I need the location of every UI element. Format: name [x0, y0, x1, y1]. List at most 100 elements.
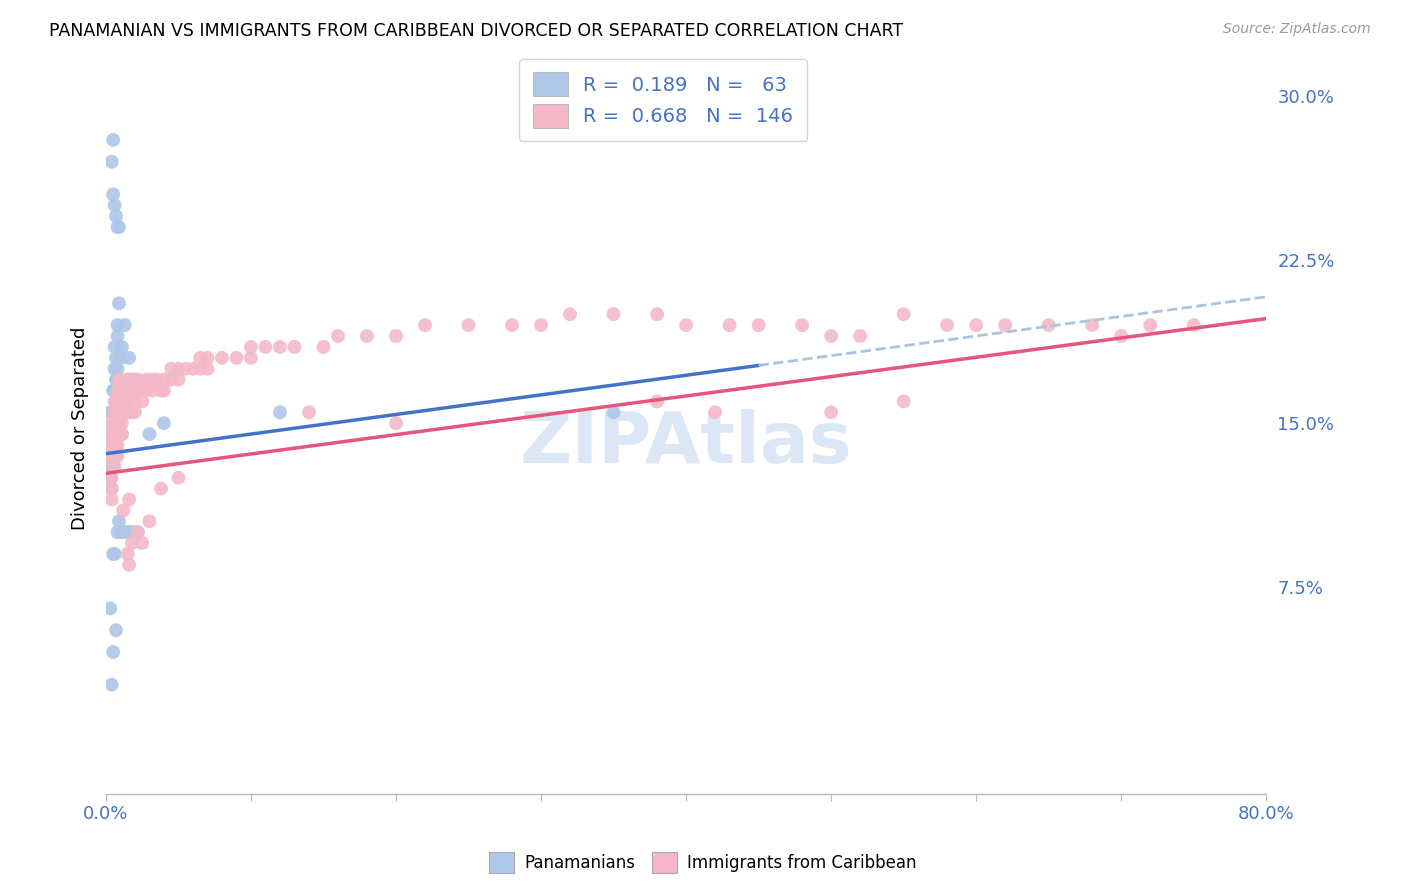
- Point: [718, 318, 741, 332]
- Point: [131, 376, 153, 391]
- Legend: R =  0.189   N =   63, R =  0.668   N =  146: R = 0.189 N = 63, R = 0.668 N = 146: [519, 59, 807, 141]
- Point: [181, 361, 204, 376]
- Point: [167, 373, 190, 387]
- Text: ZIPAtlas: ZIPAtlas: [520, 409, 852, 478]
- Point: [118, 558, 141, 572]
- Point: [188, 361, 211, 376]
- Point: [1182, 318, 1205, 332]
- Point: [101, 416, 124, 430]
- Point: [1139, 318, 1161, 332]
- Point: [105, 438, 128, 452]
- Point: [105, 405, 128, 419]
- Point: [111, 405, 134, 419]
- Point: [704, 405, 727, 419]
- Point: [110, 373, 132, 387]
- Point: [112, 525, 135, 540]
- Point: [385, 416, 408, 430]
- Point: [153, 373, 176, 387]
- Point: [188, 351, 211, 365]
- Point: [100, 471, 122, 485]
- Point: [105, 394, 128, 409]
- Point: [312, 340, 335, 354]
- Point: [239, 351, 262, 365]
- Point: [110, 351, 132, 365]
- Point: [112, 503, 135, 517]
- Point: [107, 427, 129, 442]
- Point: [254, 340, 277, 354]
- Point: [111, 525, 134, 540]
- Point: [108, 220, 131, 235]
- Point: [101, 459, 124, 474]
- Point: [104, 384, 127, 398]
- Text: PANAMANIAN VS IMMIGRANTS FROM CARIBBEAN DIVORCED OR SEPARATED CORRELATION CHART: PANAMANIAN VS IMMIGRANTS FROM CARIBBEAN …: [49, 22, 903, 40]
- Point: [108, 405, 131, 419]
- Point: [98, 471, 121, 485]
- Point: [98, 449, 121, 463]
- Point: [124, 373, 146, 387]
- Point: [1038, 318, 1060, 332]
- Point: [100, 482, 122, 496]
- Point: [101, 645, 124, 659]
- Point: [105, 373, 128, 387]
- Point: [104, 340, 127, 354]
- Point: [160, 361, 183, 376]
- Point: [104, 405, 127, 419]
- Point: [602, 307, 624, 321]
- Point: [131, 394, 153, 409]
- Y-axis label: Divorced or Separated: Divorced or Separated: [72, 327, 89, 531]
- Point: [117, 525, 139, 540]
- Point: [792, 318, 814, 332]
- Legend: Panamanians, Immigrants from Caribbean: Panamanians, Immigrants from Caribbean: [482, 846, 924, 880]
- Point: [645, 307, 668, 321]
- Point: [105, 624, 128, 638]
- Point: [108, 296, 131, 310]
- Point: [101, 438, 124, 452]
- Point: [141, 373, 163, 387]
- Point: [120, 525, 142, 540]
- Point: [110, 405, 132, 419]
- Point: [111, 384, 134, 398]
- Point: [105, 416, 128, 430]
- Point: [131, 536, 153, 550]
- Point: [108, 384, 131, 398]
- Point: [413, 318, 436, 332]
- Point: [104, 459, 127, 474]
- Point: [107, 373, 129, 387]
- Point: [127, 373, 149, 387]
- Point: [105, 209, 128, 223]
- Point: [110, 384, 132, 398]
- Point: [150, 482, 173, 496]
- Point: [110, 373, 132, 387]
- Point: [124, 394, 146, 409]
- Point: [118, 492, 141, 507]
- Point: [239, 340, 262, 354]
- Point: [994, 318, 1017, 332]
- Point: [167, 361, 190, 376]
- Point: [98, 438, 121, 452]
- Point: [107, 427, 129, 442]
- Point: [101, 547, 124, 561]
- Point: [385, 329, 408, 343]
- Point: [225, 351, 247, 365]
- Point: [108, 514, 131, 528]
- Point: [893, 307, 915, 321]
- Point: [127, 525, 149, 540]
- Point: [269, 405, 291, 419]
- Point: [138, 427, 160, 442]
- Point: [104, 427, 127, 442]
- Point: [153, 384, 176, 398]
- Point: [98, 601, 121, 615]
- Point: [117, 405, 139, 419]
- Point: [117, 373, 139, 387]
- Point: [356, 329, 378, 343]
- Point: [107, 318, 129, 332]
- Point: [105, 438, 128, 452]
- Point: [269, 340, 291, 354]
- Point: [127, 384, 149, 398]
- Point: [100, 678, 122, 692]
- Point: [135, 373, 157, 387]
- Point: [1081, 318, 1104, 332]
- Point: [107, 449, 129, 463]
- Point: [117, 394, 139, 409]
- Point: [1109, 329, 1132, 343]
